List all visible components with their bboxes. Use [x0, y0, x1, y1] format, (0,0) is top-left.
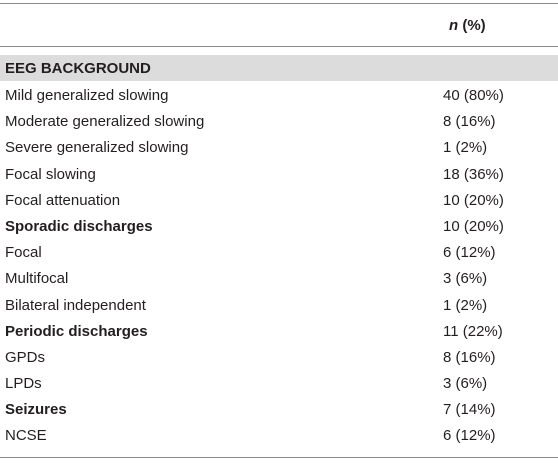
table-row: Focal attenuation 10 (20%)	[0, 187, 558, 213]
row-label: Severe generalized slowing	[5, 139, 189, 157]
table-body: Mild generalized slowing 40 (80%) Moderate…	[0, 82, 558, 449]
table-row: Bilateral independent 1 (2%)	[0, 292, 558, 318]
section-title: EEG BACKGROUND	[5, 60, 151, 77]
table-row: Focal 6 (12%)	[0, 239, 558, 265]
row-value: 18 (36%)	[443, 165, 504, 183]
table-row: Moderate generalized slowing 8 (16%)	[0, 108, 558, 134]
row-group-label: Seizures	[5, 401, 67, 419]
row-value: 11 (22%)	[443, 322, 503, 340]
row-label: Bilateral independent	[5, 296, 146, 314]
row-value: 8 (16%)	[443, 348, 496, 366]
row-label: Multifocal	[5, 270, 69, 288]
row-value: 6 (12%)	[443, 244, 496, 262]
table-bottom-rule	[0, 457, 558, 458]
row-label: NCSE	[5, 427, 47, 445]
row-value: 40 (80%)	[443, 87, 504, 104]
table-header-rule	[0, 46, 558, 47]
column-header-n: n	[449, 17, 459, 34]
table-row: GPDs 8 (16%)	[0, 344, 558, 370]
row-label: Focal attenuation	[5, 191, 121, 209]
row-value: 7 (14%)	[443, 401, 496, 419]
table-header-row: n (%)	[0, 4, 558, 46]
row-value: 3 (6%)	[443, 270, 488, 288]
table-row: NCSE 6 (12%)	[0, 422, 558, 448]
table-row: LPDs 3 (6%)	[0, 370, 558, 396]
row-label: Mild generalized slowing	[5, 87, 169, 104]
row-label: Focal slowing	[5, 165, 96, 183]
table-row: Multifocal 3 (6%)	[0, 265, 558, 291]
table-row: Severe generalized slowing 1 (2%)	[0, 134, 558, 160]
row-value: 3 (6%)	[443, 375, 488, 393]
row-group-label: Periodic discharges	[5, 322, 148, 340]
table-row: Focal slowing 18 (36%)	[0, 161, 558, 187]
column-header-n-percent: n (%)	[449, 17, 486, 34]
row-value: 10 (20%)	[443, 217, 504, 235]
row-value: 6 (12%)	[443, 427, 496, 445]
table-row: Seizures 7 (14%)	[0, 396, 558, 422]
row-value: 10 (20%)	[443, 191, 504, 209]
table-top-rule	[0, 3, 558, 4]
row-label: GPDs	[5, 348, 46, 366]
row-value: 1 (2%)	[443, 139, 488, 157]
row-value: 1 (2%)	[443, 296, 488, 314]
row-label: Moderate generalized slowing	[5, 113, 205, 131]
row-value: 8 (16%)	[443, 113, 496, 131]
table-row: Sporadic discharges 10 (20%)	[0, 213, 558, 239]
section-header-eeg-background: EEG BACKGROUND	[0, 55, 558, 81]
row-group-label: Sporadic discharges	[5, 217, 153, 235]
table-row: Mild generalized slowing 40 (80%)	[0, 82, 558, 108]
table-row: Periodic discharges 11 (22%)	[0, 318, 558, 344]
row-label: Focal	[5, 244, 42, 262]
column-header-percent: (%)	[458, 17, 486, 34]
row-label: LPDs	[5, 375, 42, 393]
